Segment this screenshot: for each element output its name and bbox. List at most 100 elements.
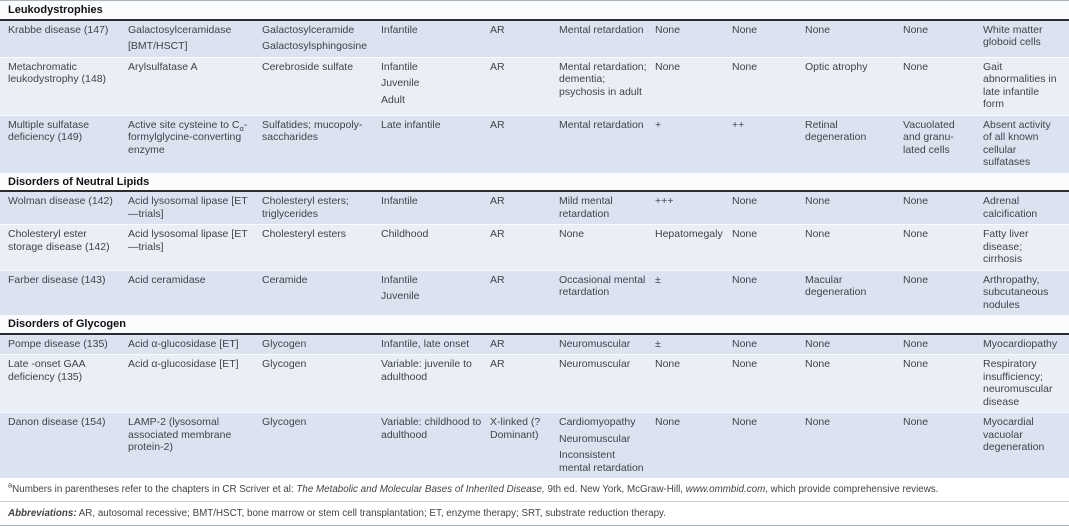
- table-cell: Cholesteryl esters: [262, 228, 347, 240]
- table-cell: None: [655, 60, 681, 73]
- table-cell: Acid ceramidase: [128, 273, 206, 286]
- table-cell: Infantile, late onset: [381, 337, 470, 350]
- table-cell: Acid lysosomal lipase [ET—trials]: [128, 228, 248, 253]
- table-cell: None: [732, 23, 758, 36]
- table-cell: Danon disease (154): [8, 416, 106, 428]
- footnote-chapters: aNumbers in parentheses refer to the cha…: [0, 478, 1069, 502]
- table-cell: Late infantile: [381, 118, 441, 131]
- table-cell: Myocardial vacuolar degeneration: [983, 416, 1045, 453]
- table-cell: None: [805, 416, 831, 428]
- table-cell: +: [655, 118, 662, 131]
- table-row: Danon disease (154) LAMP-2 (lysosomal ass…: [0, 412, 1069, 478]
- table-cell: Infantile: [381, 195, 418, 207]
- table-cell: Galactosylceramidase [BMT/HSCT]: [128, 23, 232, 53]
- table-cell: +++: [655, 195, 674, 207]
- table-cell: ±: [655, 273, 661, 286]
- table-cell: Sulfatides; mucopoly-saccharides: [262, 118, 363, 144]
- table-cell: ++: [732, 118, 745, 131]
- table-row: Krabbe disease (147) Galactosylceramidase…: [0, 20, 1069, 57]
- table-cell: Metachromatic leukodystrophy (148): [8, 60, 107, 86]
- table-cell: None: [732, 228, 758, 240]
- table-cell: Infantile Juvenile Adult: [381, 60, 420, 106]
- table-cell: Cardiomyopathy Neuromuscular Inconsistent …: [559, 416, 644, 474]
- table-row: Multiple sulfatase deficiency (149) Activ…: [0, 114, 1069, 173]
- table-cell: Occasional mental retardation: [559, 273, 646, 299]
- table-row: Farber disease (143) Acid ceramidase Ceram…: [0, 269, 1069, 315]
- table-cell: Respiratory insufficiency; neuromuscular…: [983, 358, 1053, 408]
- table-cell: Glycogen: [262, 416, 307, 428]
- table-cell: AR: [490, 337, 505, 350]
- table-row: Late -onset GAA deficiency (135) Acid α-g…: [0, 354, 1069, 412]
- table-cell: AR: [490, 60, 505, 73]
- table-cell: None: [655, 416, 681, 428]
- table-cell: Acid α-glucosidase [ET]: [128, 358, 239, 370]
- table-cell: Late -onset GAA deficiency (135): [8, 358, 86, 383]
- table-cell: Pompe disease (135): [8, 337, 108, 350]
- table-cell: AR: [490, 228, 505, 240]
- table-cell: Glycogen: [262, 337, 307, 350]
- table-cell: Myocardiopathy: [983, 337, 1058, 350]
- table-cell: Gait abnormalities in late infantile for…: [983, 60, 1057, 111]
- table-cell: AR: [490, 118, 505, 131]
- table-cell: None: [903, 273, 929, 286]
- table-cell: None: [805, 23, 831, 36]
- table-cell: None: [805, 228, 831, 240]
- table-cell: Cerebroside sulfate: [262, 60, 354, 73]
- table-cell: None: [903, 228, 929, 240]
- table-cell: Neuromuscular: [559, 337, 631, 350]
- table-cell: Childhood: [381, 228, 429, 240]
- table-cell: None: [805, 337, 831, 350]
- table-row: Pompe disease (135) Acid α-glucosidase [E…: [0, 334, 1069, 354]
- table-cell: Wolman disease (142): [8, 195, 113, 207]
- table-cell: None: [805, 195, 831, 207]
- table-cell: Hepatomegaly: [655, 228, 723, 240]
- table-cell: Mental retardation: [559, 118, 644, 131]
- table-cell: Krabbe disease (147): [8, 23, 109, 36]
- table-cell: AR: [490, 358, 505, 370]
- table-cell: None: [732, 358, 758, 370]
- table-row: Wolman disease (142) Acid lysosomal lipas…: [0, 192, 1069, 224]
- table-cell: None: [655, 23, 681, 36]
- table-cell: Mental retardation; dementia; psychosis …: [559, 60, 647, 98]
- table-row: Cholesteryl ester storage disease (142) A…: [0, 224, 1069, 270]
- table-cell: Retinal degeneration: [805, 118, 867, 144]
- table-cell: Macular degeneration: [805, 273, 867, 299]
- table-cell: Variable: childhood to adulthood: [381, 416, 482, 441]
- table-cell: Farber disease (143): [8, 273, 106, 286]
- table-cell: Arthropathy, subcutaneous nodules: [983, 273, 1049, 311]
- storage-disease-table: Leukodystrophies Krabbe disease (147) Gala…: [0, 1, 1069, 478]
- table-cell: None: [903, 60, 929, 73]
- table-cell: Galactosylceramide Galactosylsphingosine: [262, 23, 368, 53]
- table-cell: None: [559, 228, 585, 240]
- table-cell: Vacuolated and granu-lated cells: [903, 118, 955, 156]
- table-cell: None: [903, 416, 929, 428]
- table-cell: Optic atrophy: [805, 60, 868, 73]
- table-cell: Neuromuscular: [559, 358, 631, 370]
- table-cell: Cholesteryl ester storage disease (142): [8, 228, 110, 253]
- section-header: Disorders of Neutral Lipids: [0, 172, 1069, 192]
- table-cell: Arylsulfatase A: [128, 60, 198, 73]
- table-cell: Active site cysteine to Cα-formylglycine…: [128, 118, 248, 156]
- table-row: Metachromatic leukodystrophy (148) Arylsu…: [0, 56, 1069, 115]
- table-cell: None: [732, 60, 758, 73]
- section-header: Disorders of Glycogen: [0, 315, 1069, 335]
- table-cell: White matter globoid cells: [983, 23, 1043, 49]
- table-cell: None: [903, 337, 929, 350]
- table-cell: Variable: juvenile to adulthood: [381, 358, 472, 383]
- table-cell: Cholesteryl esters; triglycerides: [262, 195, 349, 220]
- table-cell: Acid α-glucosidase [ET]: [128, 337, 239, 350]
- table-cell: None: [732, 195, 758, 207]
- table-cell: None: [903, 195, 929, 207]
- table-cell: Infantile: [381, 23, 418, 36]
- table-cell: AR: [490, 273, 505, 286]
- table-cell: None: [732, 416, 758, 428]
- table-cell: LAMP-2 (lysosomal associated membrane pr…: [128, 416, 232, 453]
- table-cell: None: [903, 358, 929, 370]
- table-cell: None: [732, 337, 758, 350]
- table-cell: None: [903, 23, 929, 36]
- table-cell: X-linked (?Dominant): [490, 416, 541, 441]
- table-cell: Infantile Juvenile: [381, 273, 420, 303]
- table-cell: Ceramide: [262, 273, 308, 286]
- table-cell: None: [732, 273, 758, 286]
- table-cell: Fatty liver disease; cirrhosis: [983, 228, 1029, 265]
